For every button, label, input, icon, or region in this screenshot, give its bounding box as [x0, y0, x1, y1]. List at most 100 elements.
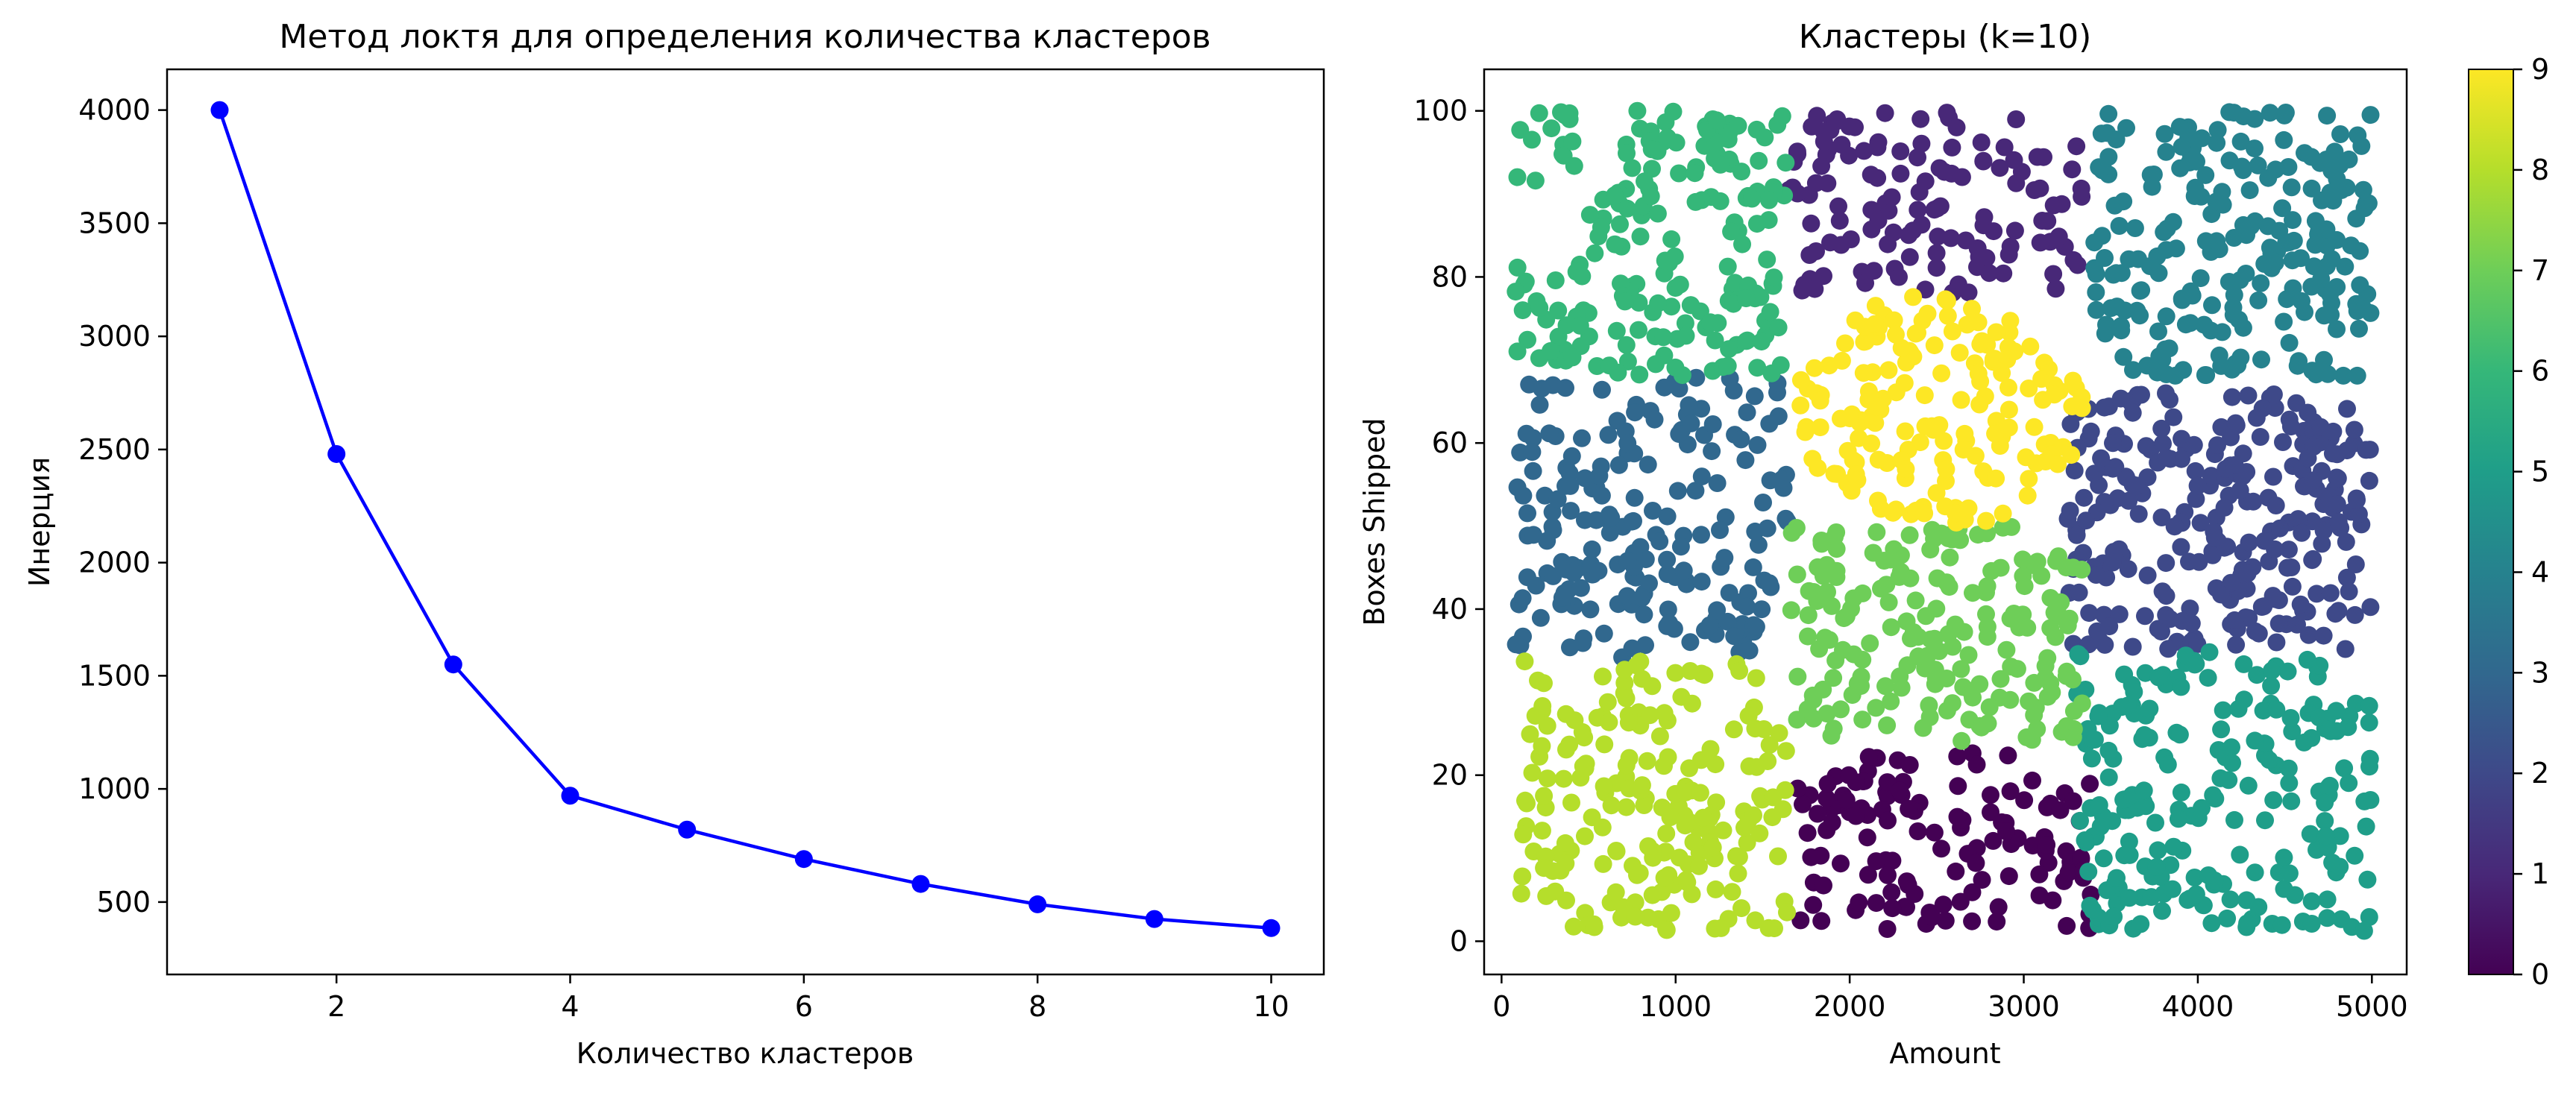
cluster-point	[2264, 791, 2283, 810]
cluster-point	[2064, 728, 2082, 746]
cluster-point	[1745, 387, 1764, 406]
cluster-point	[2015, 791, 2034, 810]
cluster-point	[2212, 418, 2231, 436]
cluster-point	[1982, 786, 1999, 804]
cluster-point	[1752, 333, 1771, 351]
cluster-point	[2108, 869, 2126, 887]
cluster-point	[1714, 821, 1732, 840]
cluster-point	[1743, 189, 1762, 208]
cluster-point	[1758, 519, 1777, 538]
cluster-point	[2239, 386, 2258, 405]
cluster-point	[1842, 599, 1860, 618]
cluster-point	[2089, 707, 2108, 725]
cluster-point	[1859, 748, 1878, 766]
cluster-point	[2220, 103, 2239, 122]
cluster-point	[2025, 706, 2043, 724]
cluster-point	[2065, 462, 2084, 480]
cluster-point	[2360, 908, 2378, 926]
cluster-point	[1677, 575, 1696, 593]
cluster-point	[2208, 436, 2226, 455]
cluster-point	[2328, 320, 2346, 338]
cluster-point	[1925, 336, 1944, 355]
cluster-point	[1887, 325, 1905, 344]
cluster-point	[1524, 462, 1542, 480]
cluster-point	[2249, 624, 2268, 643]
cluster-point	[1607, 842, 1626, 860]
cluster-point	[1818, 705, 1836, 723]
cluster-point	[1599, 426, 1618, 444]
cluster-point	[2000, 323, 2019, 341]
cluster-point	[2355, 792, 2374, 810]
cluster-point	[2058, 616, 2077, 634]
cluster-point	[1761, 471, 1779, 490]
cluster-point	[1777, 742, 1795, 760]
cluster-point	[1854, 364, 1873, 382]
cluster-point	[2337, 532, 2355, 551]
cluster-point	[1947, 862, 1965, 881]
cluster-point	[2104, 434, 2122, 453]
cluster-point	[1904, 623, 1923, 641]
cluster-point	[2214, 701, 2232, 719]
cluster-point	[2347, 294, 2366, 313]
cluster-point	[1524, 526, 1543, 544]
cluster-point	[1980, 698, 1999, 716]
elbow-y-tick-label: 500	[96, 886, 151, 919]
cluster-point	[1867, 699, 1885, 717]
cluster-point	[1692, 467, 1711, 486]
cluster-point	[1987, 323, 2005, 341]
cluster-point	[1891, 667, 1909, 686]
cluster-point	[2098, 124, 2117, 142]
cluster-point	[2110, 605, 2129, 623]
cluster-point	[2093, 227, 2111, 245]
cluster-point	[2036, 669, 2055, 687]
cluster-x-tick-label: 4000	[2162, 990, 2234, 1023]
colorbar: 0 1 2 3 4 5 6 7 8 9	[2468, 53, 2549, 991]
cluster-point	[1608, 412, 1627, 430]
cluster-point	[1788, 667, 1807, 686]
cluster-x-tick-label: 0	[1492, 990, 1510, 1023]
cluster-point	[1910, 183, 1929, 201]
cluster-point	[1680, 759, 1698, 778]
cluster-point	[2358, 870, 2377, 889]
cluster-point	[1692, 573, 1711, 591]
cluster-point	[1676, 783, 1694, 801]
cluster-point	[1853, 584, 1872, 602]
cluster-point	[2212, 585, 2230, 604]
cluster-point	[1955, 623, 1973, 641]
cluster-point	[1715, 549, 1734, 567]
cluster-point	[2067, 526, 2086, 544]
cluster-point	[2085, 731, 2104, 749]
cluster-point	[2186, 462, 2205, 480]
cluster-point	[1768, 116, 1787, 134]
colorbar-tick-label: 9	[2531, 53, 2549, 86]
cluster-point	[2262, 676, 2281, 695]
cluster-point	[1653, 799, 1671, 817]
elbow-data-point	[1262, 919, 1281, 937]
cluster-point	[1826, 113, 1845, 131]
cluster-point	[1931, 197, 1950, 215]
cluster-point	[1571, 316, 1589, 335]
cluster-point	[1711, 192, 1730, 210]
cluster-point	[2185, 869, 2204, 886]
cluster-point	[2087, 300, 2105, 319]
cluster-point	[2134, 781, 2153, 800]
elbow-x-tick-label: 8	[1028, 990, 1046, 1023]
cluster-point	[2225, 611, 2244, 629]
cluster-point	[1706, 755, 1725, 774]
cluster-point	[1595, 735, 1614, 754]
cluster-point	[1906, 591, 1925, 610]
cluster-point	[2193, 799, 2211, 817]
cluster-point	[2119, 560, 2137, 579]
cluster-point	[2252, 274, 2270, 292]
cluster-point	[2249, 291, 2268, 309]
cluster-point	[2005, 151, 2023, 169]
cluster-point	[1952, 391, 1970, 409]
cluster-point	[2254, 702, 2272, 720]
cluster-point	[2334, 366, 2352, 385]
cluster-point	[2184, 435, 2203, 454]
cluster-point	[1583, 808, 1601, 827]
cluster-point	[2149, 322, 2167, 341]
cluster-point	[1867, 894, 1885, 913]
colorbar-tick-label: 0	[2531, 958, 2549, 991]
cluster-point	[1687, 368, 1706, 387]
